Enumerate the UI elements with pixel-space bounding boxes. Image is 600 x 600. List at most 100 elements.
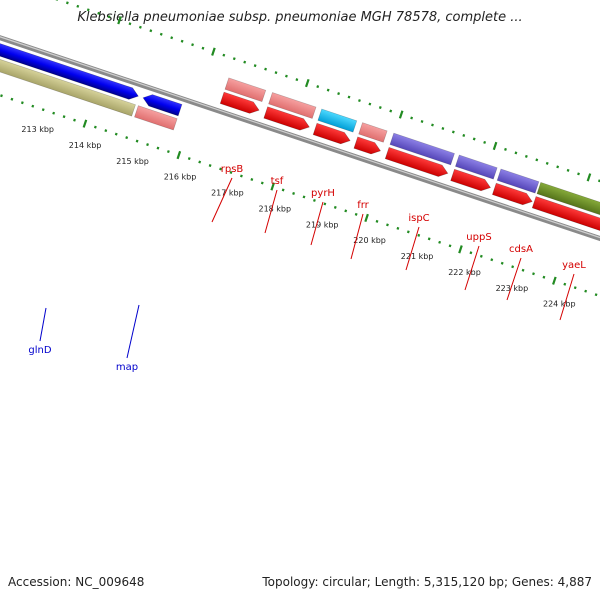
gc-dot-upper <box>472 137 476 141</box>
gc-dot-lower <box>146 143 149 147</box>
pyrH-gene-label: pyrH <box>311 188 335 199</box>
gc-dot-upper <box>232 57 236 61</box>
gc-dot-lower <box>82 119 88 128</box>
pyrH-cds-arrow <box>312 122 351 145</box>
gc-dot-upper <box>389 109 393 113</box>
gc-dot-lower <box>135 139 139 143</box>
gc-dot-upper <box>368 102 372 106</box>
backbone-line <box>0 25 600 315</box>
cdsA-cds-arrow <box>492 182 533 206</box>
gc-dot-upper <box>410 116 414 120</box>
gc-dot-lower <box>406 230 410 234</box>
gc-dot-lower <box>156 146 160 150</box>
gc-dot-lower <box>62 115 66 119</box>
rotated-track-group <box>0 0 600 315</box>
gc-dot-upper <box>159 32 163 36</box>
ispC-leader-line <box>405 226 420 271</box>
gc-dot-lower <box>41 108 45 112</box>
gc-dot-upper <box>326 88 330 92</box>
gc-dot-lower <box>52 111 56 115</box>
gc-dot-upper <box>97 11 101 15</box>
frr-gene-block <box>358 122 388 143</box>
map-gene-arrow <box>142 94 183 117</box>
map-gene-label: map <box>116 362 138 373</box>
gc-dot-upper <box>504 147 507 151</box>
uppS-leader-line <box>464 245 480 291</box>
label-layer: 213 kbp 214 kbp 215 kbp 216 kbp 217 kbp 218 k… <box>21 125 586 373</box>
gc-dot-upper <box>398 110 404 119</box>
gc-dot-lower <box>270 182 276 191</box>
kbp-tick-label: 217 kbp <box>211 189 244 198</box>
gc-dot-lower <box>542 275 546 279</box>
frr-cds-arrow <box>353 136 381 155</box>
gc-dot-upper <box>420 120 424 123</box>
gc-dot-upper <box>117 16 122 25</box>
map-leader-line <box>126 304 140 359</box>
map-title: Klebsiella pneumoniae subsp. pneumoniae … <box>77 10 523 25</box>
gc-dot-upper <box>264 67 267 71</box>
gc-dot-upper <box>107 15 111 19</box>
uppS-cds-arrow <box>450 168 491 192</box>
glnD-gene-arrow <box>0 38 139 100</box>
gc-dot-lower <box>594 293 598 297</box>
gc-dot-lower <box>511 265 515 269</box>
gc-dot-upper <box>441 126 445 130</box>
gc-dot-lower <box>187 157 191 161</box>
kbp-tick-label: 220 kbp <box>353 236 386 245</box>
gc-dot-lower <box>573 286 577 290</box>
gc-dot-upper <box>524 154 528 158</box>
gc-dot-upper <box>222 53 226 57</box>
gc-dot-lower <box>427 237 431 241</box>
gc-dot-lower <box>313 198 316 202</box>
gc-dot-lower <box>292 191 295 195</box>
gc-dot-upper <box>170 36 174 40</box>
kbp-tick-label: 218 kbp <box>258 204 291 213</box>
rpsB-gene-label: rpsB <box>221 164 244 175</box>
gc-dot-lower <box>198 160 202 164</box>
gc-dot-upper <box>462 133 466 137</box>
gc-dot-lower <box>302 195 306 199</box>
uppS-gene-label: uppS <box>466 232 491 243</box>
frr-leader-line <box>350 213 364 260</box>
gc-dot-upper <box>316 85 320 89</box>
gc-dot-lower <box>239 174 243 178</box>
kbp-tick-label: 214 kbp <box>69 141 102 150</box>
kbp-tick-label: 221 kbp <box>401 252 434 261</box>
gc-dot-lower <box>532 272 535 276</box>
gc-dot-upper <box>556 165 560 169</box>
kbp-tick-label: 216 kbp <box>164 173 197 182</box>
glnD-cds-block <box>0 52 136 117</box>
gc-dot-upper <box>586 173 592 182</box>
gc-dot-lower <box>260 181 264 185</box>
ispC-gene-block <box>389 132 455 166</box>
gc-dot-upper <box>295 78 299 82</box>
cdsA-leader-line <box>506 257 522 301</box>
cdsA-gene-block <box>496 168 540 194</box>
yaeL-cds-arrow <box>531 196 600 241</box>
gc-dot-lower <box>208 164 212 168</box>
gc-dot-upper <box>566 168 570 172</box>
gc-dot-lower <box>281 188 285 192</box>
gc-dot-upper <box>138 25 142 29</box>
gc-dot-lower <box>396 226 400 230</box>
tsf-gene-block <box>268 92 317 119</box>
gc-dot-upper <box>55 0 59 1</box>
gc-dot-lower <box>417 233 421 237</box>
gc-dot-upper <box>577 172 580 176</box>
yaeL-gene-label: yaeL <box>562 260 586 271</box>
gc-dot-upper <box>514 151 518 155</box>
gc-dot-lower <box>125 136 129 140</box>
tsf-gene-label: tsf <box>271 176 284 187</box>
gc-dot-upper <box>492 141 498 151</box>
frr-gene-label: frr <box>357 200 369 211</box>
gc-dot-upper <box>451 130 455 134</box>
gc-dot-lower <box>166 150 170 154</box>
gc-dot-upper <box>243 60 247 64</box>
gc-dot-upper <box>201 46 205 50</box>
gc-dot-lower <box>584 289 588 293</box>
gc-dot-lower <box>386 223 389 227</box>
gc-dot-lower <box>20 101 24 105</box>
gc-dot-lower <box>93 125 97 129</box>
